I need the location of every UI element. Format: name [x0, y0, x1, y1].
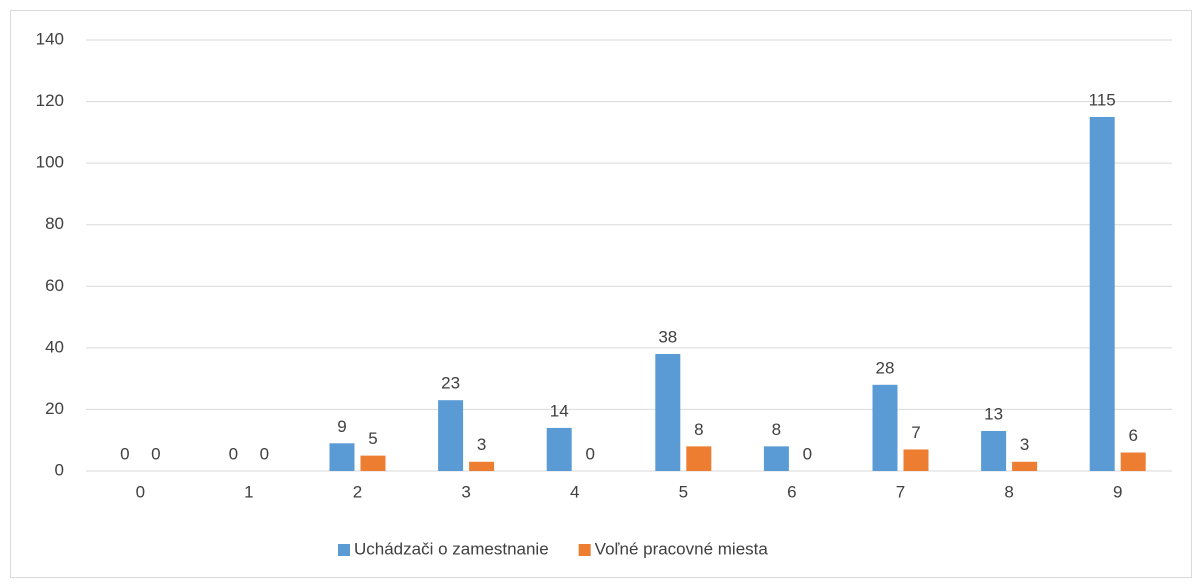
- legend-swatch: [578, 544, 591, 556]
- bar: [981, 430, 1007, 471]
- x-tick-label: 3: [461, 482, 470, 501]
- y-tick-label: 60: [45, 276, 64, 295]
- x-tick-label: 2: [353, 482, 362, 501]
- bar: [655, 354, 681, 471]
- data-label: 0: [260, 444, 269, 463]
- y-tick-label: 120: [36, 91, 64, 110]
- x-tick-label: 4: [570, 482, 579, 501]
- bar: [1089, 116, 1115, 471]
- bar: [1012, 461, 1038, 471]
- bar: [360, 455, 386, 471]
- data-label: 14: [550, 401, 569, 420]
- x-tick-label: 8: [1004, 482, 1013, 501]
- data-label: 6: [1128, 426, 1137, 445]
- data-label: 8: [694, 420, 703, 439]
- x-tick-label: 0: [136, 482, 145, 501]
- legend-swatch: [338, 544, 350, 556]
- bar: [469, 461, 495, 471]
- x-tick-label: 9: [1113, 482, 1122, 501]
- y-tick-label: 40: [45, 337, 64, 356]
- data-label: 0: [585, 444, 594, 463]
- chart-border: [10, 10, 1192, 578]
- data-label: 13: [984, 404, 1003, 423]
- bar: [1120, 452, 1146, 471]
- data-label: 23: [441, 374, 460, 393]
- data-label: 0: [120, 444, 129, 463]
- x-tick-label: 7: [896, 482, 905, 501]
- data-label: 38: [658, 327, 677, 346]
- x-tick-label: 5: [679, 482, 688, 501]
- y-tick-label: 140: [36, 29, 64, 48]
- bar: [686, 446, 712, 471]
- bar: [872, 384, 898, 471]
- y-tick-label: 100: [36, 153, 64, 172]
- x-tick-label: 1: [244, 482, 253, 501]
- legend-label: Voľné pracovné miesta: [595, 539, 769, 558]
- data-label: 0: [151, 444, 160, 463]
- legend-label: Uchádzači o zamestnanie: [354, 539, 549, 558]
- y-tick-label: 0: [55, 460, 64, 479]
- data-label: 9: [337, 417, 346, 436]
- data-label: 3: [477, 435, 486, 454]
- data-label: 8: [772, 420, 781, 439]
- data-label: 0: [803, 444, 812, 463]
- data-label: 7: [911, 423, 920, 442]
- y-tick-label: 80: [45, 214, 64, 233]
- bar: [329, 443, 355, 471]
- bar: [763, 446, 789, 471]
- bar: [546, 427, 572, 471]
- data-label: 5: [368, 429, 377, 448]
- data-label: 3: [1020, 435, 1029, 454]
- bar: [438, 400, 464, 471]
- bar: [903, 449, 929, 471]
- data-label: 115: [1089, 90, 1116, 109]
- x-tick-label: 6: [787, 482, 796, 501]
- y-tick-label: 20: [45, 399, 64, 418]
- data-label: 0: [229, 444, 238, 463]
- data-label: 28: [876, 358, 895, 377]
